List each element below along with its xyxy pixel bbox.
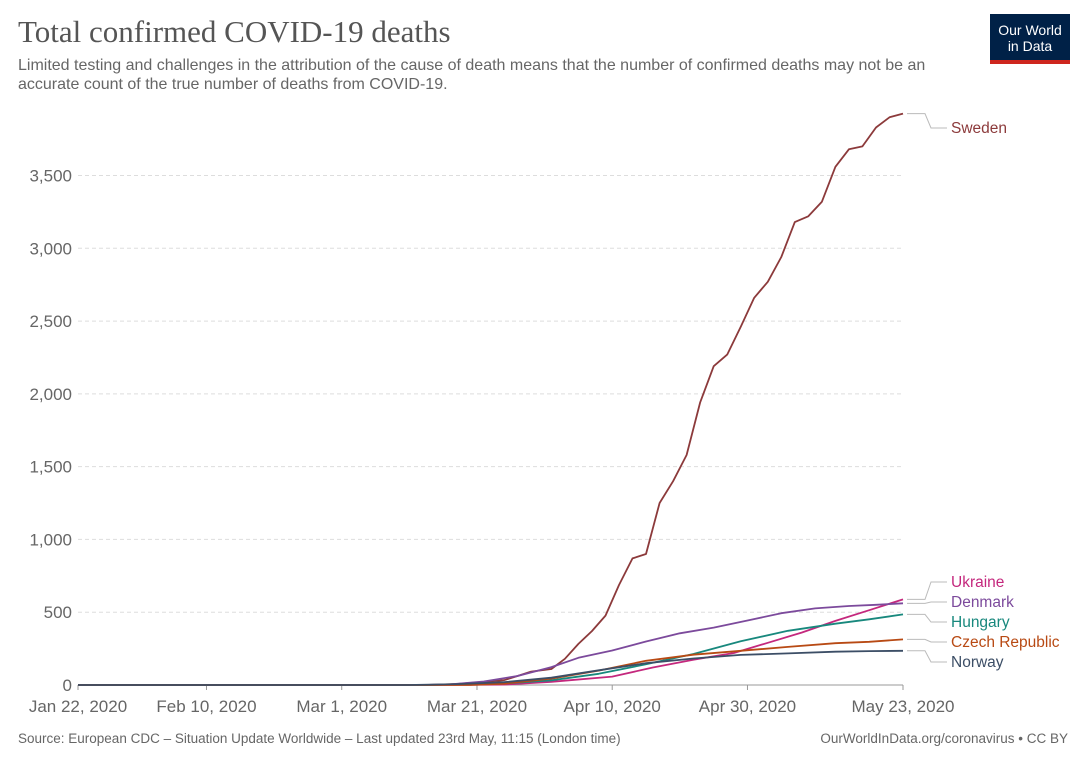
y-tick-label: 0 [63,676,72,695]
series-label-connector [907,601,947,604]
logo-line-1: Our World [998,22,1062,38]
logo-line-2: in Data [1007,38,1053,54]
owid-logo[interactable]: Our World in Data [990,14,1070,64]
y-tick-label: 1,500 [29,458,72,477]
series-label-norway: Norway [951,654,1004,671]
series-label-connector [907,650,947,663]
series-line-denmark [78,602,904,686]
source-note: Source: European CDC – Situation Update … [18,731,621,746]
y-tick-label: 3,000 [29,239,72,258]
x-tick-label: Apr 30, 2020 [699,697,796,716]
chart-title: Total confirmed COVID-19 deaths [18,14,451,49]
series-label-connector [907,613,947,623]
series-line-czech-republic [78,638,904,686]
y-tick-label: 1,000 [29,530,72,549]
x-tick-label: Mar 21, 2020 [427,697,527,716]
series-label-sweden: Sweden [951,120,1007,137]
series-label-connector [907,581,947,600]
series-label-hungary: Hungary [951,614,1010,631]
y-tick-label: 2,000 [29,385,72,404]
x-tick-label: May 23, 2020 [851,697,954,716]
y-tick-label: 500 [44,603,72,622]
x-tick-label: Feb 10, 2020 [156,697,256,716]
series-line-norway [78,649,904,686]
series-label-connector [907,638,947,643]
series-label-ukraine: Ukraine [951,574,1004,591]
series-label-czech-republic: Czech Republic [951,634,1060,651]
x-tick-label: Jan 22, 2020 [29,697,127,716]
series-line-sweden [78,112,904,686]
series-label-denmark: Denmark [951,594,1014,611]
x-tick-label: Mar 1, 2020 [296,697,387,716]
series-label-connector [907,113,947,129]
y-tick-label: 3,500 [29,167,72,186]
x-tick-label: Apr 10, 2020 [564,697,661,716]
credit-link[interactable]: OurWorldInData.org/coronavirus • CC BY [820,731,1068,746]
y-tick-label: 2,500 [29,312,72,331]
series-line-hungary [78,613,904,686]
chart-subtitle: Limited testing and challenges in the at… [18,57,926,93]
